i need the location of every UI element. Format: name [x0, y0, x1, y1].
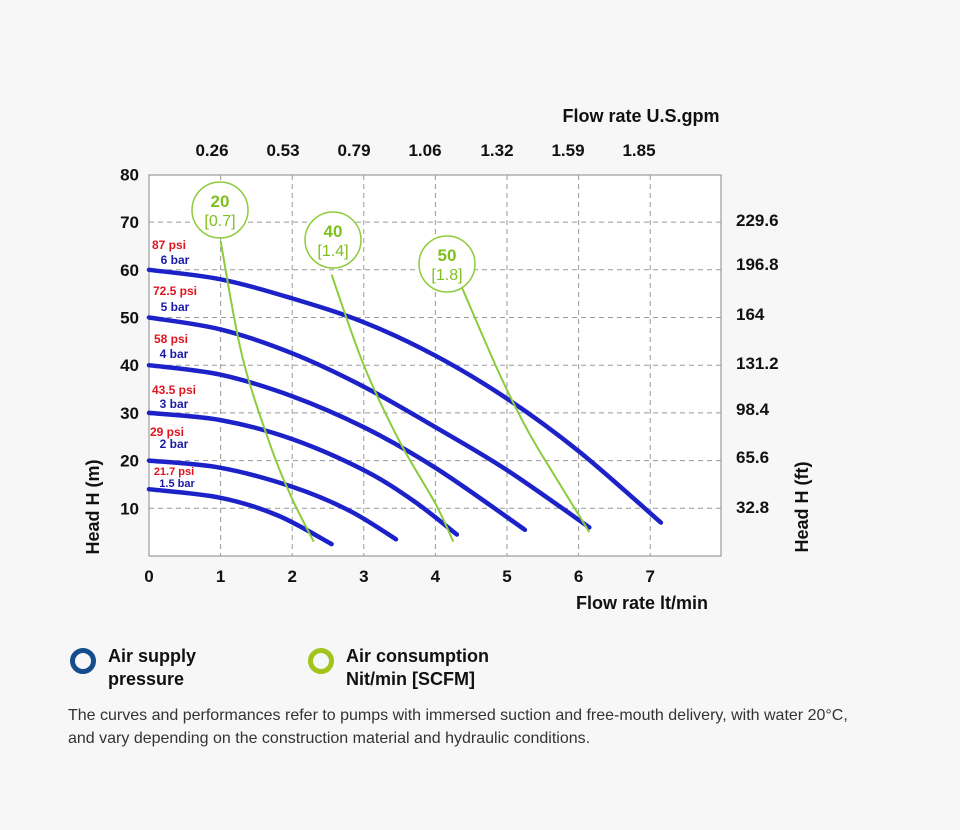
- x-tick-label: 3: [359, 567, 368, 586]
- legend-air-consumption: Air consumption Nit/min [SCFM]: [308, 645, 489, 691]
- y-tick-label: 30: [120, 404, 139, 423]
- axis-ticks: 0 1 2 3 4 5 6 7 10 20 30 40 50 60 70 80 0.26 0.53 0.79 1.06…: [120, 141, 778, 586]
- y2-tick-label: 65.6: [736, 448, 769, 467]
- y-tick-label: 40: [120, 356, 139, 375]
- x-tick-label: 0: [144, 567, 153, 586]
- y2-tick-label: 32.8: [736, 498, 769, 517]
- x2-tick-label: 1.32: [480, 141, 513, 160]
- psi-label: 87 psi: [152, 238, 186, 252]
- consumption-curve: [330, 274, 455, 543]
- y-tick-label: 10: [120, 499, 139, 518]
- consumption-bubble: [191, 181, 249, 239]
- bar-label: 5 bar: [161, 300, 190, 314]
- y2-tick-label: 131.2: [736, 354, 779, 373]
- legend-air-consumption-line1: Air consumption: [346, 646, 489, 666]
- y-axis-title: Head H (m): [83, 459, 103, 554]
- bar-label: 6 bar: [161, 253, 190, 267]
- air-consumption-ring-icon: [308, 648, 334, 674]
- x2-axis-title: Flow rate U.S.gpm: [562, 106, 719, 126]
- consumption-curve: [459, 283, 591, 533]
- y2-tick-label: 229.6: [736, 211, 779, 230]
- x-tick-label: 7: [645, 567, 654, 586]
- x-tick-label: 6: [574, 567, 583, 586]
- y2-tick-label: 98.4: [736, 400, 770, 419]
- legend-air-supply-line1: Air supply: [108, 646, 197, 666]
- y2-axis-title: Head H (ft): [792, 462, 812, 553]
- pressure-curve: [146, 315, 592, 530]
- consumption-label-top: 40: [324, 222, 343, 241]
- x-tick-label: 4: [431, 567, 441, 586]
- bar-label: 4 bar: [160, 347, 189, 361]
- pressure-curves: [146, 267, 664, 547]
- pressure-curve: [146, 362, 528, 533]
- x2-tick-label: 0.79: [337, 141, 370, 160]
- y-tick-label: 60: [120, 261, 139, 280]
- x-tick-label: 2: [287, 567, 296, 586]
- legend-air-consumption-line2: Nit/min [SCFM]: [346, 669, 475, 689]
- bar-label: 1.5 bar: [159, 478, 195, 490]
- x-tick-label: 1: [216, 567, 225, 586]
- consumption-label-top: 50: [438, 246, 457, 265]
- consumption-label-top: 20: [211, 192, 230, 211]
- y2-tick-label: 164: [736, 305, 765, 324]
- consumption-label-bottom: [1.4]: [317, 243, 348, 260]
- consumption-curves: [219, 241, 591, 543]
- pressure-curve: [146, 410, 460, 537]
- y-tick-label: 50: [120, 309, 139, 328]
- x-axis-title: Flow rate lt/min: [576, 593, 708, 613]
- consumption-curve: [219, 241, 315, 543]
- air-supply-ring-icon: [70, 648, 96, 674]
- consumption-label-bottom: [1.8]: [431, 267, 462, 284]
- y2-tick-label: 196.8: [736, 255, 779, 274]
- x2-tick-label: 1.06: [408, 141, 441, 160]
- y-tick-label: 70: [120, 213, 139, 232]
- consumption-bubble: [418, 235, 476, 293]
- psi-label: 72.5 psi: [153, 284, 197, 298]
- legend-air-supply: Air supply pressure: [70, 645, 196, 691]
- x2-tick-label: 1.85: [622, 141, 655, 160]
- y-tick-label: 80: [120, 165, 139, 184]
- y-tick-label: 20: [120, 452, 139, 471]
- x2-tick-label: 1.59: [551, 141, 584, 160]
- psi-label: 21.7 psi: [154, 466, 194, 478]
- legend-air-supply-line2: pressure: [108, 669, 185, 689]
- x-tick-label: 5: [502, 567, 511, 586]
- pressure-curve: [146, 267, 664, 525]
- consumption-label-bottom: [0.7]: [204, 213, 235, 230]
- bar-label: 2 bar: [160, 437, 189, 451]
- psi-label: 58 psi: [154, 332, 188, 346]
- psi-label: 29 psi: [150, 425, 184, 439]
- psi-label: 43.5 psi: [152, 383, 196, 397]
- x2-tick-label: 0.53: [266, 141, 299, 160]
- footnote-text: The curves and performances refer to pum…: [68, 707, 848, 747]
- pressure-curve: [146, 458, 399, 542]
- bar-label: 3 bar: [160, 397, 189, 411]
- x2-tick-label: 0.26: [195, 141, 228, 160]
- consumption-bubble: [304, 211, 362, 269]
